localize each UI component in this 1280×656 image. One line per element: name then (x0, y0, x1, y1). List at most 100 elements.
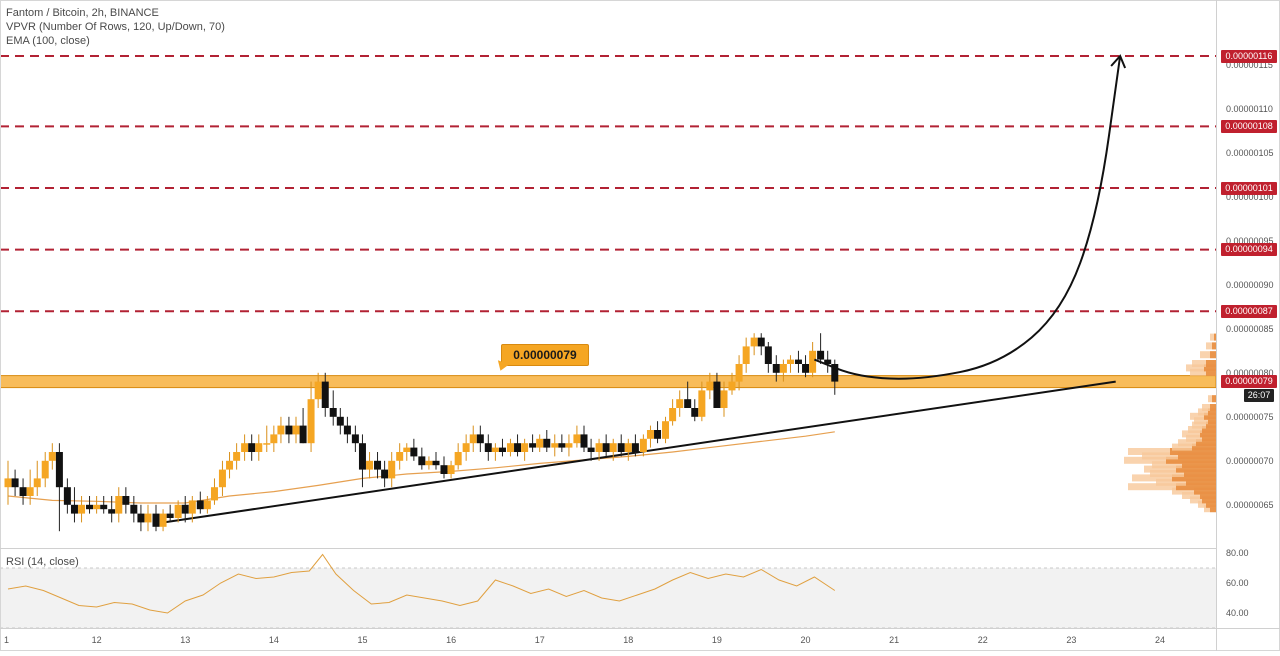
price-tick-label: 0.00000105 (1226, 148, 1274, 158)
candle-down (374, 460, 382, 470)
time-tick-label: 15 (357, 635, 367, 645)
candle-up (144, 513, 152, 523)
time-tick-label: 14 (269, 635, 279, 645)
rsi-legend[interactable]: RSI (14, close) (6, 556, 79, 568)
candle-down (602, 443, 610, 452)
candle-down (817, 350, 825, 360)
rsi-tick-label: 60.00 (1226, 578, 1249, 588)
volume-profile-row-up (1208, 417, 1216, 425)
volume-profile-row-up (1206, 360, 1216, 367)
candle-down (137, 513, 145, 523)
price-tick-label: 0.00000115 (1226, 60, 1273, 70)
candle-up (706, 381, 714, 391)
candle-up (241, 443, 249, 452)
volume-profile-row-up (1208, 408, 1216, 416)
candle-up (536, 438, 544, 448)
candle-down (100, 504, 108, 510)
candle-down (529, 443, 537, 448)
symbol-title[interactable]: Fantom / Bitcoin, 2h, BINANCE (6, 7, 159, 19)
candle-up (203, 500, 211, 510)
candle-down (713, 381, 721, 408)
price-tick-label: 0.00000090 (1226, 280, 1274, 290)
candle-up (270, 434, 278, 444)
candle-down (580, 434, 588, 448)
candle-up (698, 390, 706, 417)
volume-profile-row-up (1206, 500, 1216, 508)
candle-down (418, 456, 426, 466)
volume-profile-row (1186, 434, 1216, 442)
candle-down (122, 496, 130, 505)
ema-legend[interactable]: EMA (100, close) (6, 35, 90, 47)
candle-up (676, 399, 684, 408)
candle-up (809, 350, 817, 373)
candle-down (824, 359, 832, 364)
price-tick-label: 0.00000070 (1226, 456, 1274, 466)
candle-up (314, 381, 322, 400)
candle-down (152, 513, 160, 527)
candle-down (285, 425, 293, 435)
candle-down (196, 500, 204, 510)
resistance-price-tag: 0.00000094 (1221, 243, 1277, 257)
candle-down (19, 487, 27, 496)
candle-up (226, 460, 234, 470)
volume-profile-row (1192, 421, 1216, 429)
volume-profile-row (1150, 470, 1216, 477)
support-callout: 0.00000079 (501, 344, 589, 366)
candle-down (498, 447, 506, 452)
candle-up (551, 443, 559, 448)
candle-down (166, 513, 174, 518)
candle-up (93, 504, 101, 510)
candle-up (159, 513, 167, 527)
candle-down (248, 443, 256, 452)
time-tick-label: 13 (180, 635, 190, 645)
candle-up (609, 443, 617, 452)
time-tick-label: 19 (712, 635, 722, 645)
candle-down (70, 504, 78, 514)
candle-up (646, 430, 654, 439)
candle-up (174, 504, 182, 518)
price-tick-label: 0.00000065 (1226, 500, 1274, 510)
volume-profile-row (1192, 360, 1216, 367)
candle-down (351, 434, 359, 444)
candle-down (86, 504, 94, 510)
volume-profile-row (1194, 417, 1216, 425)
volume-profile-row-up (1178, 452, 1216, 460)
candle-up (396, 452, 404, 461)
candle-down (802, 364, 810, 373)
candle-up (307, 399, 315, 444)
volume-profile-row-up (1210, 505, 1216, 513)
candle-up (779, 364, 787, 373)
candle-up (669, 408, 677, 422)
volume-profile-row (1182, 430, 1216, 438)
resistance-price-tag: 0.00000087 (1221, 304, 1277, 318)
candle-down (358, 443, 366, 470)
volume-profile-row-up (1210, 351, 1216, 359)
time-tick-label: 18 (623, 635, 633, 645)
candle-up (735, 364, 743, 382)
candle-up (595, 443, 603, 452)
rsi-tick-label: 80.00 (1226, 548, 1249, 558)
vpvr-legend[interactable]: VPVR (Number Of Rows, 120, Up/Down, 70) (6, 21, 225, 33)
candle-up (521, 443, 529, 452)
candle-down (587, 447, 595, 452)
support-callout-label: 0.00000079 (513, 348, 577, 362)
candle-up (750, 337, 758, 347)
candle-down (11, 478, 19, 488)
candle-up (425, 460, 433, 466)
candle-down (440, 465, 448, 474)
candle-down (476, 434, 484, 444)
time-tick-label: 24 (1155, 635, 1165, 645)
candle-down (381, 469, 389, 479)
candle-up (491, 447, 499, 452)
candle-down (299, 425, 307, 444)
volume-profile-row (1210, 333, 1216, 341)
candle-up (210, 487, 218, 501)
volume-profile-row (1202, 404, 1216, 411)
candle-up (388, 460, 396, 479)
ema-line (7, 431, 835, 504)
candle-down (764, 346, 772, 364)
time-tick-label: 1 (4, 635, 9, 645)
candle-up (624, 443, 632, 452)
candle-down (558, 443, 566, 448)
